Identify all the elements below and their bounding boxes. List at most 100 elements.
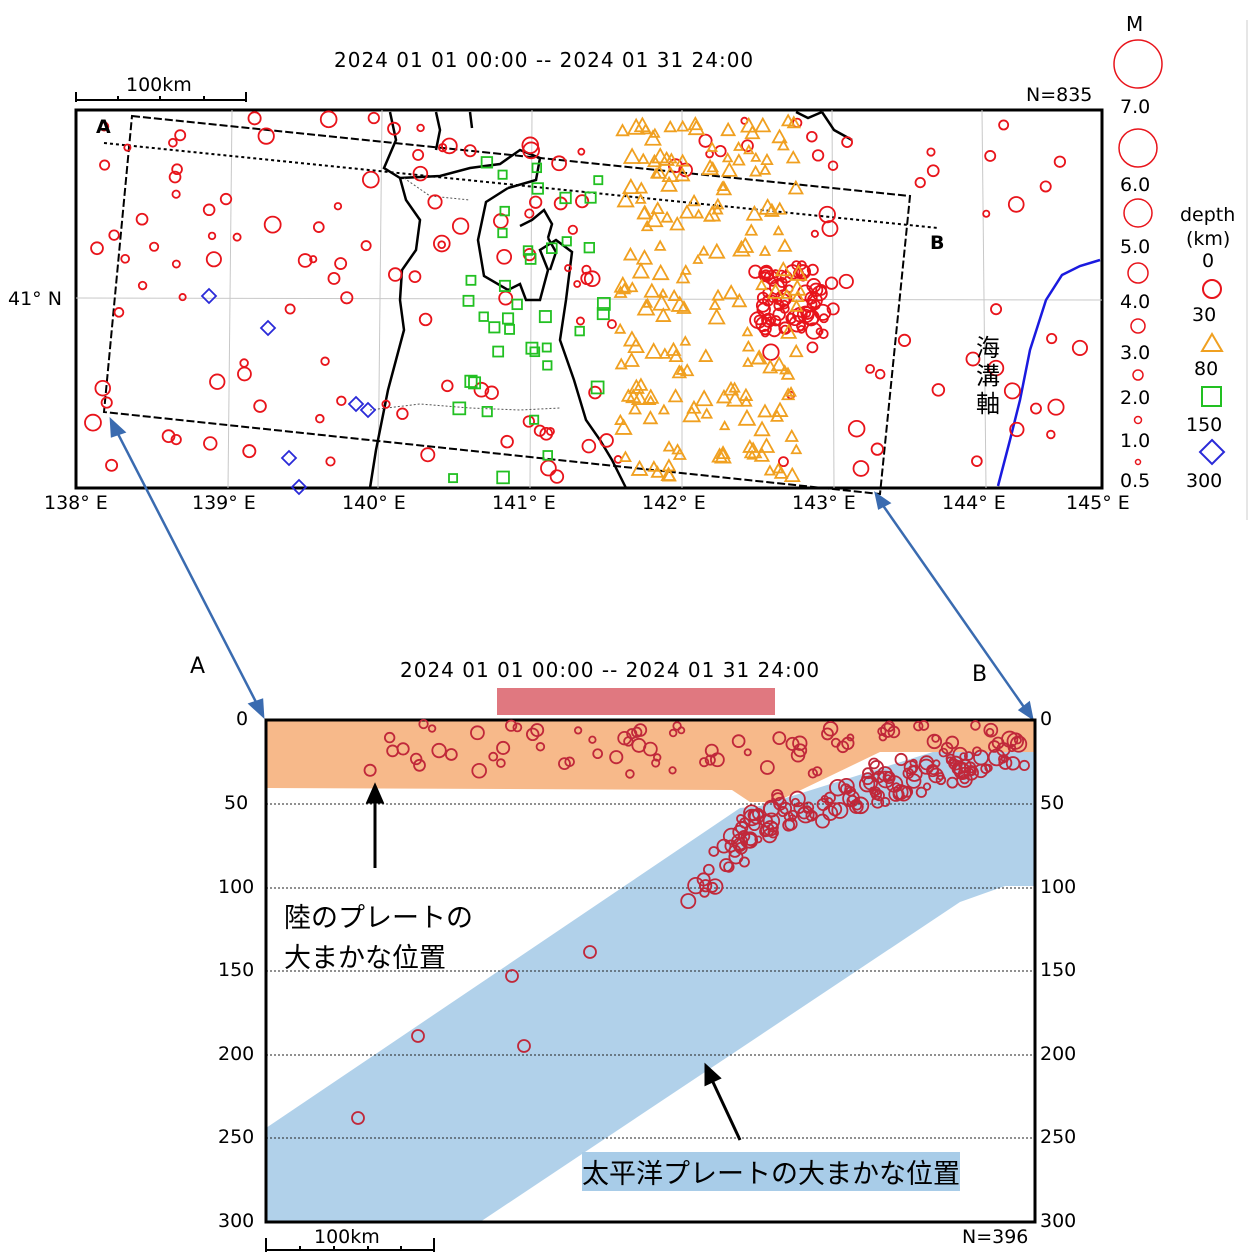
depth-symbol-diamond (1198, 438, 1226, 466)
quake-intermediate (736, 236, 755, 253)
section-quake (708, 846, 720, 857)
quake-shallow (84, 413, 102, 432)
quake-intermediate (627, 378, 645, 394)
quake-shallow (524, 208, 535, 219)
section-quake (822, 721, 839, 737)
quake-shallow (1003, 382, 1021, 400)
section-quake (868, 757, 880, 770)
land-plate-label-line1: 陸のプレートの (284, 903, 473, 934)
quake-shallow (336, 395, 347, 407)
quake-shallow (232, 232, 242, 242)
quake-shallow (529, 195, 543, 209)
section-quake (870, 788, 883, 801)
section-quake (885, 775, 904, 793)
lon-label-1: 139° E (192, 492, 256, 514)
quake-intermediate (679, 263, 692, 275)
section-quake (918, 720, 930, 731)
quake-deep (496, 470, 510, 485)
quake-intermediate (697, 245, 710, 256)
quake-shallow (772, 307, 786, 321)
quake-deep (465, 274, 477, 286)
quake-shallow (806, 341, 819, 354)
quake-intermediate (714, 447, 732, 464)
quake-deep (497, 169, 508, 180)
section-quake (1001, 730, 1019, 748)
quake-shallow (361, 170, 380, 189)
quake-shallow (785, 312, 797, 325)
quake-shallow (583, 270, 601, 288)
highlight-bar (497, 688, 775, 715)
section-quake (918, 758, 935, 775)
section-quake (573, 726, 583, 735)
quake-shallow (408, 270, 422, 284)
quake-shallow (312, 221, 325, 233)
quake-deep (480, 156, 494, 169)
quake-shallow (253, 399, 267, 413)
section-quake (535, 742, 546, 752)
magnitude-circle-5 (1123, 198, 1153, 228)
quake-intermediate (657, 287, 669, 298)
quake-intermediate (622, 246, 639, 261)
section-quake (505, 969, 519, 983)
section-quake (842, 789, 860, 808)
quake-shallow (771, 269, 780, 279)
quake-shallow (90, 241, 104, 256)
section-quake (830, 737, 841, 748)
quake-intermediate (762, 358, 779, 374)
section-quake (790, 747, 806, 763)
quake-shallow (123, 143, 132, 152)
quake-intermediate (720, 121, 737, 137)
quake-deep (584, 191, 597, 204)
quake-intermediate (635, 248, 654, 265)
quake-shallow (763, 313, 772, 322)
quake-deep (531, 182, 544, 195)
quake-intermediate (715, 180, 733, 196)
quake-intermediate (755, 278, 769, 291)
coastline (368, 110, 853, 489)
quake-deepest (259, 319, 277, 337)
section-quake (672, 721, 682, 731)
quake-shallow (549, 469, 565, 484)
quake-intermediate (780, 113, 796, 127)
section-quake (783, 811, 794, 822)
section-quake (880, 796, 891, 808)
quake-intermediate (787, 179, 804, 195)
depth-tick-right-0: 0 (1040, 708, 1053, 730)
quake-shallow (327, 272, 341, 285)
map-count: N=835 (1026, 84, 1093, 106)
quake-intermediate (630, 459, 649, 476)
quake-deep (559, 191, 572, 205)
quake-shallow (441, 379, 454, 393)
section-quake (782, 818, 796, 832)
section-quake (906, 765, 923, 782)
quake-shallow (599, 433, 614, 448)
quake-shallow (847, 419, 866, 438)
map-scale-bar (75, 92, 247, 102)
quake-shallow (567, 224, 578, 235)
quake-intermediate (763, 464, 777, 476)
quake-shallow (325, 456, 336, 467)
quake-shallow (806, 130, 818, 143)
quake-deep (583, 242, 595, 254)
section-quake (488, 751, 499, 762)
section-quake (872, 770, 886, 784)
quake-deep (541, 342, 552, 353)
quake-intermediate (687, 193, 701, 207)
section-quake (668, 728, 678, 738)
quake-intermediate (622, 147, 642, 164)
quake-shallow (926, 147, 936, 157)
quake-intermediate (749, 164, 763, 177)
depth-tick-left-3: 150 (218, 959, 255, 981)
quake-intermediate (614, 413, 627, 425)
quake-shallow (801, 308, 812, 318)
depth-label-0: 0 (1202, 250, 1215, 272)
quake-deepest (280, 449, 298, 467)
magnitude-circle-4 (1127, 262, 1149, 284)
depth-tick-right-5: 250 (1040, 1126, 1077, 1148)
quake-shallow (396, 407, 409, 420)
quake-shallow (546, 426, 555, 436)
lon-label-0: 138° E (44, 492, 108, 514)
quake-intermediate (790, 289, 805, 303)
quake-intermediate (626, 117, 646, 135)
quake-intermediate (634, 181, 649, 194)
